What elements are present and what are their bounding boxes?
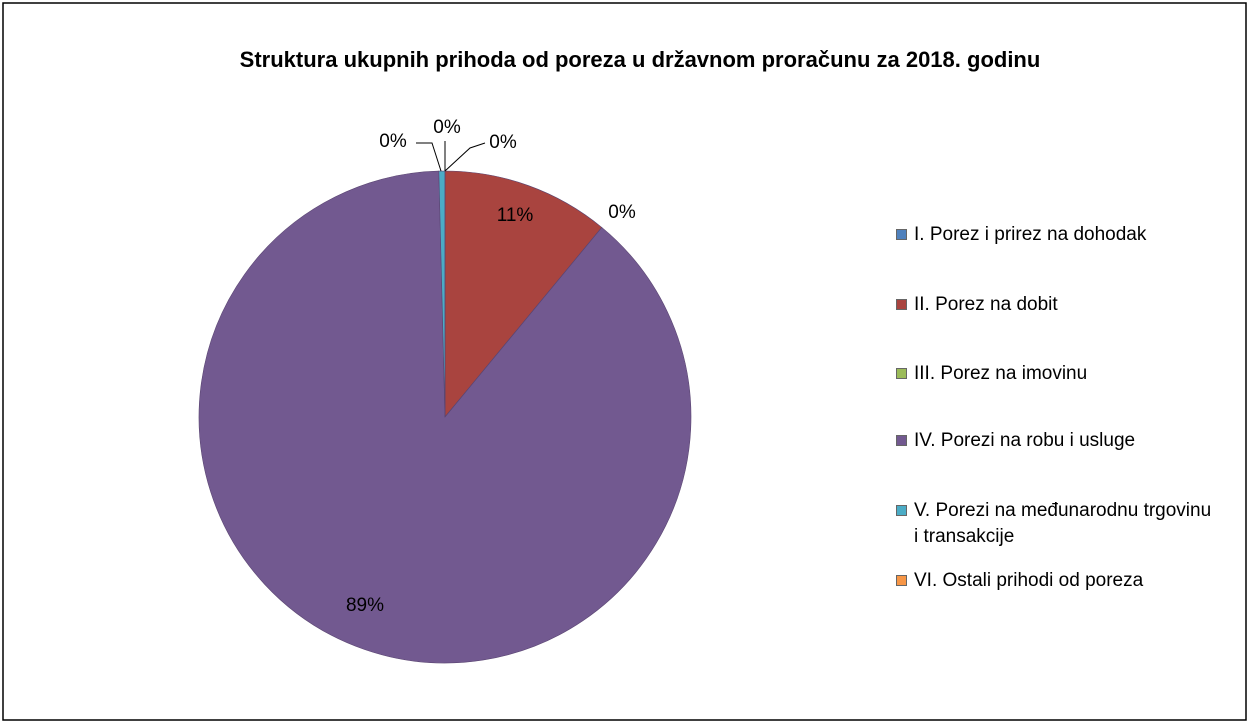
legend-label: III. Porez na imovinu: [914, 363, 1088, 384]
data-label: 11%: [497, 205, 534, 226]
data-label: 89%: [346, 595, 384, 616]
legend-swatch: [896, 435, 907, 446]
legend-swatch: [896, 299, 907, 310]
data-label: 0%: [433, 117, 461, 138]
legend-swatch: [896, 368, 907, 379]
legend-swatch: [896, 505, 907, 516]
legend-swatch: [896, 229, 907, 240]
chart-title: Struktura ukupnih prihoda od poreza u dr…: [239, 47, 1041, 72]
data-label: 0%: [379, 131, 407, 152]
legend-label: I. Porez i prirez na dohodak: [914, 224, 1147, 245]
data-label: 0%: [608, 202, 636, 223]
legend-label: II. Porez na dobit: [914, 294, 1058, 315]
legend-swatch: [896, 575, 907, 586]
leader-line: [444, 142, 486, 172]
leader-line: [416, 142, 442, 172]
legend-label: IV. Porezi na robu i usluge: [914, 430, 1136, 451]
legend-label: V. Porezi na međunarodnu trgovinu i tran…: [914, 500, 1212, 547]
data-label: 0%: [489, 132, 517, 153]
pie-slice: [444, 170, 603, 418]
legend-label: VI. Ostali prihodi od poreza: [914, 570, 1144, 591]
pie-slice: [198, 170, 692, 664]
